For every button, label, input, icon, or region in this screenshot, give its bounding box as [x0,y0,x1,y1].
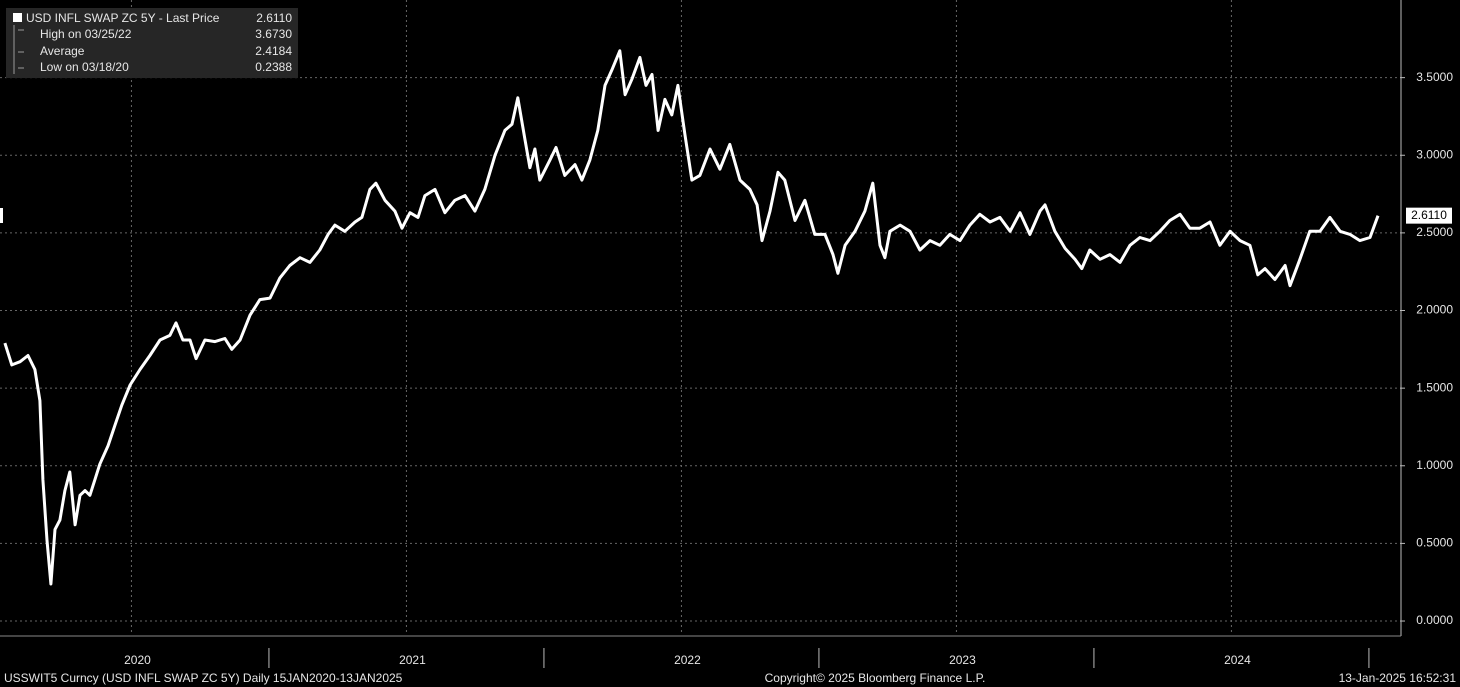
legend-row-value: 2.4184 [255,44,292,58]
legend-title: USD INFL SWAP ZC 5Y - Last Price [26,11,220,25]
legend-swatch [13,13,22,22]
legend-tree [13,25,24,74]
legend-row-label: Average [40,44,85,58]
left-marker [0,208,3,223]
legend-row-value: 3.6730 [255,27,292,41]
legend: USD INFL SWAP ZC 5Y - Last Price 2.6110 … [6,8,298,78]
x-tick-label: 2020 [124,653,151,667]
x-tick-label: 2021 [399,653,426,667]
y-tick-label: 0.0000 [1416,613,1453,627]
legend-row-value: 0.2388 [255,60,292,74]
y-tick-label: 1.0000 [1416,458,1453,472]
y-tick-label: 3.5000 [1416,70,1453,84]
footer-right: 13-Jan-2025 16:52:31 [1339,671,1457,685]
last-price-label: 2.6110 [1411,208,1447,222]
y-tick-label: 2.5000 [1416,225,1453,239]
legend-row-label: Low on 03/18/20 [40,60,129,74]
y-tick-label: 2.0000 [1416,303,1453,317]
series-line [3,49,1380,586]
y-tick-label: 0.5000 [1416,536,1453,550]
x-tick-label: 2022 [674,653,701,667]
legend-last: 2.6110 [256,11,292,25]
legend-box [6,8,298,78]
legend-row-label: High on 03/25/22 [40,27,132,41]
footer-center: Copyright© 2025 Bloomberg Finance L.P. [765,671,986,685]
footer-left: USSWIT5 Curncy (USD INFL SWAP ZC 5Y) Dai… [4,671,403,685]
last-price-box [1406,207,1452,224]
x-tick-label: 2024 [1224,653,1251,667]
y-tick-label: 1.5000 [1416,380,1453,394]
x-tick-label: 2023 [949,653,976,667]
plot-area [0,0,1400,635]
y-tick-label: 3.0000 [1416,147,1453,161]
